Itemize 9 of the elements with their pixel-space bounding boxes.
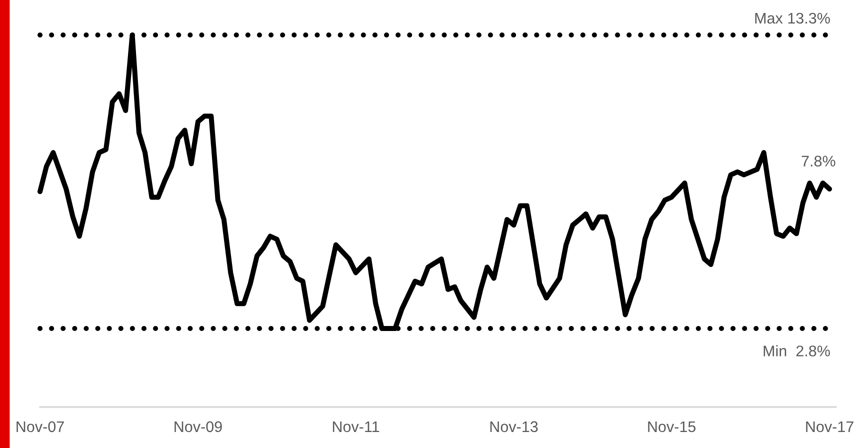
x-tick-label: Nov-11 bbox=[332, 421, 380, 432]
x-tick-label: Nov-07 bbox=[16, 421, 64, 432]
ref-line-label: Min 2.8% bbox=[764, 345, 830, 356]
x-tick-label: Nov-17 bbox=[806, 421, 854, 432]
annotation: 7.8% bbox=[802, 156, 836, 167]
x-tick-label: Nov-09 bbox=[174, 421, 222, 432]
x-tick-label: Nov-15 bbox=[648, 421, 696, 432]
ref-line-label: Max 13.3% bbox=[755, 12, 830, 24]
x-tick-label: Nov-13 bbox=[490, 421, 538, 432]
